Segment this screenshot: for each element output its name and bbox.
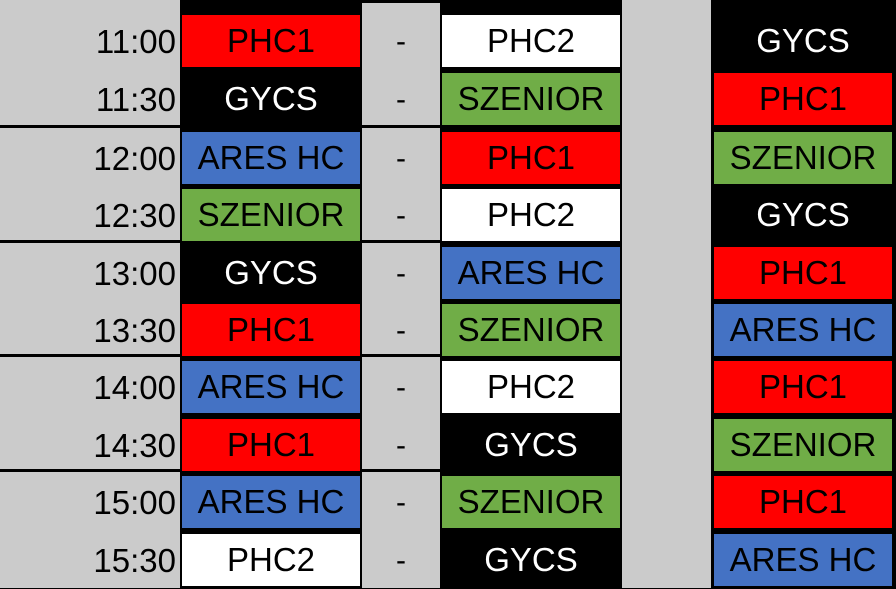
time-cell: 11:00	[95, 23, 176, 60]
home-team-cell: ARES HC	[182, 476, 360, 528]
versus-separator: -	[396, 429, 406, 462]
versus-separator: -	[396, 544, 406, 577]
table-row: 12:00 ARES HC - PHC1 SZENIOR	[0, 130, 896, 187]
time-cell: 13:00	[93, 255, 176, 292]
versus-separator: -	[396, 83, 406, 116]
table-row: 13:00 GYCS - ARES HC PHC1	[0, 245, 896, 302]
away-team-cell: GYCS	[442, 534, 620, 586]
block-divider	[362, 125, 440, 128]
gap-column-background	[622, 0, 711, 588]
home-team-cell: PHC1	[182, 15, 360, 67]
table-row: 11:00 PHC1 - PHC2 GYCS	[0, 13, 896, 70]
away-team-cell: PHC1	[442, 132, 620, 184]
table-row: 13:30 PHC1 - SZENIOR ARES HC	[0, 302, 896, 359]
home-team-cell: PHC1	[182, 419, 360, 471]
away-team-cell: SZENIOR	[442, 304, 620, 356]
versus-separator: -	[396, 314, 406, 347]
time-cell: 12:30	[93, 197, 176, 234]
block-divider	[362, 240, 440, 243]
time-cell: 14:30	[93, 427, 176, 464]
home-team-cell: GYCS	[182, 73, 360, 125]
block-divider	[0, 240, 180, 243]
versus-separator: -	[396, 371, 406, 404]
home-team-cell: PHC2	[182, 534, 360, 586]
time-cell: 14:00	[93, 369, 176, 406]
versus-separator: -	[396, 257, 406, 290]
block-divider	[0, 354, 180, 357]
home-team-cell: SZENIOR	[182, 189, 360, 241]
duty-team-cell: SZENIOR	[714, 419, 892, 471]
block-divider	[362, 354, 440, 357]
block-divider	[362, 469, 440, 472]
duty-team-cell: ARES HC	[714, 304, 892, 356]
home-team-cell: ARES HC	[182, 361, 360, 413]
away-team-cell: GYCS	[442, 419, 620, 471]
away-team-cell: SZENIOR	[442, 73, 620, 125]
versus-separator: -	[396, 25, 406, 58]
home-team-cell: PHC1	[182, 304, 360, 356]
time-cell: 15:30	[93, 542, 176, 579]
time-cell: 13:30	[93, 312, 176, 349]
table-row: 15:30 PHC2 - GYCS ARES HC	[0, 532, 896, 589]
time-cell: 11:30	[95, 81, 176, 118]
versus-separator: -	[396, 199, 406, 232]
time-cell: 12:00	[93, 140, 176, 177]
duty-team-cell: PHC1	[714, 361, 892, 413]
away-team-cell: SZENIOR	[442, 476, 620, 528]
table-row: 14:30 PHC1 - GYCS SZENIOR	[0, 417, 896, 474]
versus-separator: -	[396, 486, 406, 519]
duty-team-cell: GYCS	[714, 189, 892, 241]
block-divider	[0, 125, 180, 128]
home-team-cell: GYCS	[182, 247, 360, 299]
duty-team-cell: PHC1	[714, 247, 892, 299]
separator-column-background	[362, 0, 440, 588]
duty-team-cell: GYCS	[714, 15, 892, 67]
block-divider	[362, 0, 440, 3]
table-row: 14:00 ARES HC - PHC2 PHC1	[0, 359, 896, 416]
block-divider	[0, 469, 180, 472]
table-row: 15:00 ARES HC - SZENIOR PHC1	[0, 474, 896, 531]
away-team-cell: PHC2	[442, 15, 620, 67]
table-row: 12:30 SZENIOR - PHC2 GYCS	[0, 187, 896, 244]
versus-separator: -	[396, 142, 406, 175]
duty-team-cell: PHC1	[714, 73, 892, 125]
away-team-cell: PHC2	[442, 189, 620, 241]
duty-team-cell: ARES HC	[714, 534, 892, 586]
time-column-background	[0, 0, 180, 588]
home-team-cell: ARES HC	[182, 132, 360, 184]
table-row: 11:30 GYCS - SZENIOR PHC1	[0, 71, 896, 128]
duty-team-cell: SZENIOR	[714, 132, 892, 184]
duty-team-cell: PHC1	[714, 476, 892, 528]
time-cell: 15:00	[93, 484, 176, 521]
away-team-cell: PHC2	[442, 361, 620, 413]
away-team-cell: ARES HC	[442, 247, 620, 299]
